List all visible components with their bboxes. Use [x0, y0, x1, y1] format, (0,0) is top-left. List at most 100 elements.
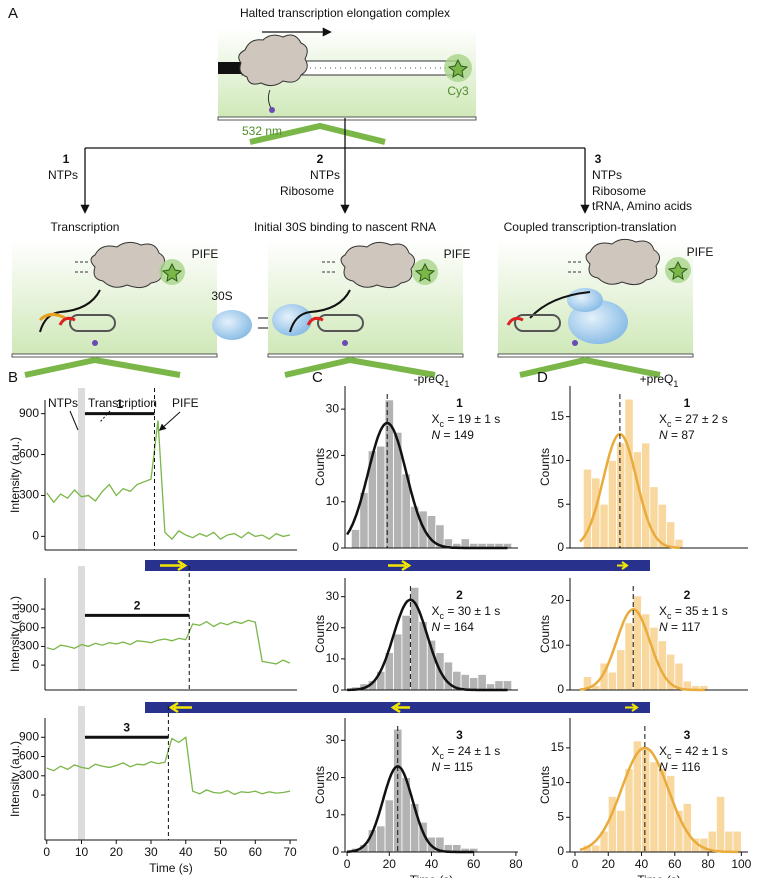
stat-symbol: N: [659, 428, 668, 442]
center-stat: Xc = 42 ± 1 s: [659, 744, 728, 761]
scheme-30s-binding: [212, 240, 464, 378]
stat-symbol: N: [432, 428, 441, 442]
hist-bar: [460, 538, 470, 549]
fit-curve: [579, 746, 738, 854]
x-axis-title: Time (s): [410, 873, 454, 878]
x-tick-label: 0: [572, 857, 579, 871]
count-stat: N = 115: [432, 760, 474, 774]
branch-tree: [80, 118, 590, 214]
y-tick-label: 300: [19, 639, 39, 653]
count-stat: N = 117: [659, 620, 701, 634]
stat-symbol: X: [432, 744, 440, 758]
stat-text: = 117: [668, 620, 701, 634]
panel-title: Halted transcription elongation complex: [240, 6, 450, 20]
stat-sub: c: [440, 611, 445, 621]
y-tick-label: 0: [32, 657, 39, 671]
trace-line: [46, 420, 291, 541]
stat-sub: c: [440, 751, 445, 761]
x-tick-label: 80: [509, 857, 523, 871]
branch-condition: NTPs: [48, 168, 78, 182]
y-tick-label: 10: [551, 637, 565, 651]
x-tick-label: 0: [344, 857, 351, 871]
trace-line: [46, 619, 291, 665]
y-axis-title: Intensity (a.u.): [8, 596, 22, 672]
x-tick-label: 50: [214, 845, 228, 859]
y-tick-label: 0: [557, 682, 564, 696]
hist-bar: [616, 442, 626, 549]
stat-text: = 24 ± 1 s: [444, 744, 500, 758]
y-axis-title: Intensity (a.u.): [8, 437, 22, 513]
y-tick-label: 30: [326, 401, 340, 415]
scheme-transcription: [11, 240, 218, 378]
pointer: [69, 410, 79, 431]
fit-label: 2: [456, 588, 463, 602]
hist-bar: [477, 674, 487, 691]
y-tick-label: 5: [557, 496, 564, 510]
count-stat: N = 164: [432, 620, 475, 634]
y-tick-label: 0: [332, 682, 339, 696]
row-connector: [145, 559, 650, 714]
stat-symbol: X: [432, 412, 440, 426]
hist-bar: [715, 796, 726, 853]
y-axis-title: Intensity (a.u.): [8, 741, 22, 817]
center-stat: Xc = 19 ± 1 s: [432, 412, 501, 429]
branch-number: 1: [63, 152, 70, 166]
laser-label: 532 nm: [242, 124, 282, 138]
hist-bar: [607, 460, 617, 549]
hist-bar: [401, 614, 411, 691]
dwell-label: 3: [123, 720, 130, 734]
branch-caption: Coupled transcription-translation: [504, 220, 677, 234]
fit-curve: [579, 432, 680, 550]
stat-sub: c: [667, 419, 672, 429]
y-axis-title: Counts: [313, 615, 327, 653]
pointer: [158, 411, 181, 431]
stat-symbol: N: [432, 760, 441, 774]
y-tick-label: 30: [326, 589, 340, 603]
hist-bar: [724, 830, 734, 853]
fit-curve: [346, 765, 474, 854]
stat-symbol: N: [659, 620, 668, 634]
hist-bar: [616, 649, 626, 691]
elongation-complex: [217, 27, 477, 145]
stat-symbol: X: [659, 604, 667, 618]
shade-band: [78, 566, 85, 690]
y-tick-label: 10: [326, 494, 340, 508]
stat-sub: c: [667, 611, 672, 621]
branch-condition: tRNA, Amino acids: [592, 199, 692, 213]
stat-text: = 149: [440, 428, 474, 442]
title-sub: 1: [444, 379, 449, 389]
fit-label: 3: [684, 728, 691, 742]
hist-bar: [393, 633, 403, 691]
hist-bar: [641, 442, 651, 549]
hist-bar: [502, 680, 513, 691]
y-tick-label: 10: [326, 807, 340, 821]
hist-bar: [469, 677, 479, 691]
stat-text: = 19 ± 1 s: [444, 412, 500, 426]
stat-symbol: X: [432, 604, 440, 618]
x-tick-label: 40: [179, 845, 193, 859]
hist-bar: [624, 398, 634, 549]
stat-symbol: N: [432, 620, 441, 634]
stat-sub: c: [667, 751, 672, 761]
y-tick-label: 10: [551, 775, 565, 789]
panel-label: A: [8, 5, 18, 22]
fit-label: 3: [456, 728, 463, 742]
y-tick-label: 20: [551, 593, 565, 607]
y-axis-title: Counts: [538, 766, 552, 804]
y-tick-label: 20: [326, 448, 340, 462]
center-stat: Xc = 24 ± 1 s: [432, 744, 501, 761]
branch-condition: NTPs: [592, 168, 622, 182]
center-stat: Xc = 30 ± 1 s: [432, 604, 501, 621]
branch-condition: Ribosome: [592, 184, 646, 198]
y-axis-title: Counts: [538, 615, 552, 653]
hist-bar: [591, 844, 601, 853]
stat-text: = 30 ± 1 s: [444, 604, 500, 618]
y-tick-label: 30: [326, 733, 340, 747]
shade-band: [78, 706, 85, 840]
hist-bar: [376, 825, 386, 853]
y-tick-label: 0: [557, 540, 564, 554]
branch-condition: Ribosome: [280, 184, 334, 198]
panel-label: D: [537, 369, 548, 386]
title-text: +preQ: [640, 372, 674, 386]
x-tick-label: 40: [425, 857, 439, 871]
